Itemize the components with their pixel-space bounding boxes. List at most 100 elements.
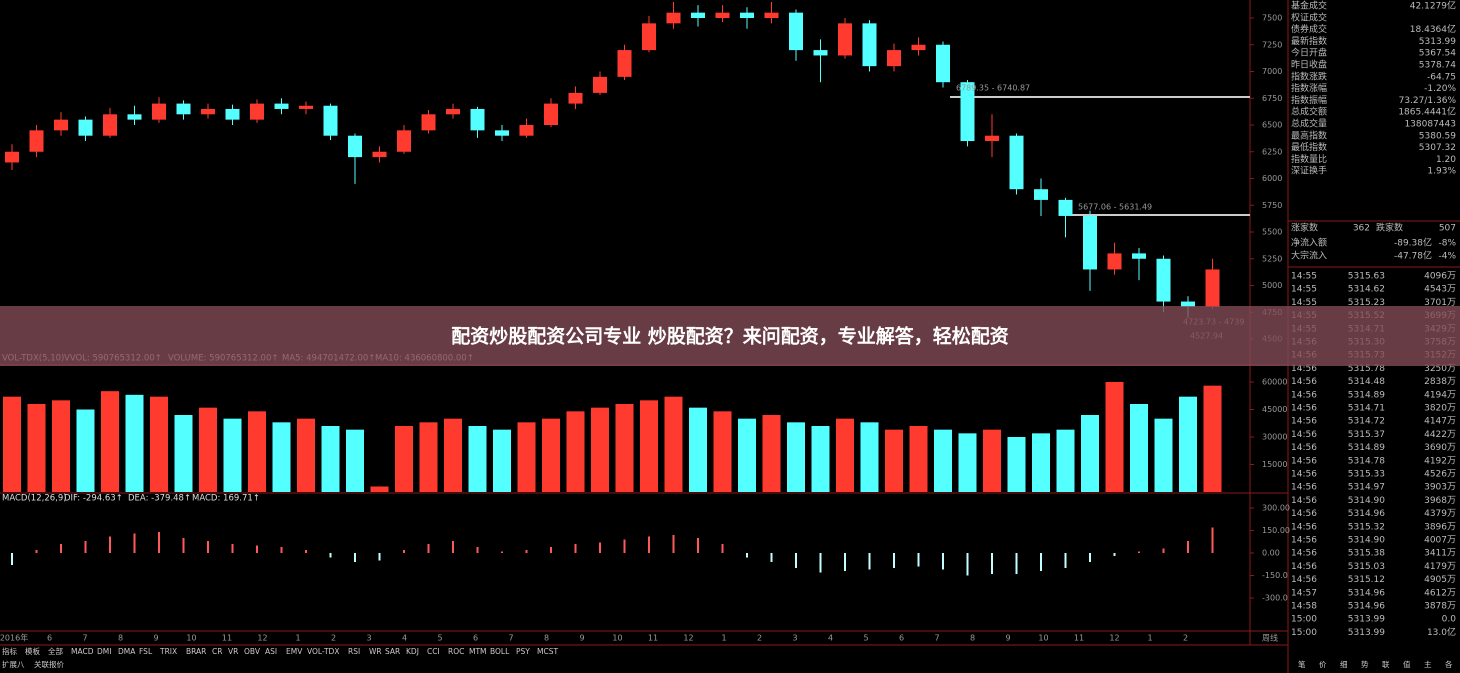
tick-price: 5315.23 <box>1348 298 1385 308</box>
candle-body <box>446 108 460 115</box>
candle-body <box>642 23 656 51</box>
side-tab[interactable]: 价 <box>1319 660 1327 669</box>
tick-price: 5314.90 <box>1348 496 1385 506</box>
candle-body <box>813 50 828 56</box>
candle-body <box>323 105 338 136</box>
stat-label: 指数涨跌 <box>1291 70 1327 82</box>
tick-volume: 4422万 <box>1424 430 1456 440</box>
indicator-tab[interactable]: 模板 <box>25 646 40 656</box>
stat-value: 138087443 <box>1404 120 1456 130</box>
x-tick-label: 7 <box>82 634 87 643</box>
indicator-tab[interactable]: KDJ <box>406 647 419 656</box>
indicator-tab[interactable]: ASI <box>265 647 277 656</box>
x-tick-label: 2 <box>331 634 336 643</box>
tick-price: 5315.38 <box>1348 549 1385 559</box>
x-tick-label: 7 <box>508 634 513 643</box>
indicator-tab[interactable]: TRIX <box>159 647 177 656</box>
tick-time: 14:56 <box>1291 364 1317 374</box>
candle-body <box>225 108 240 120</box>
candle-body <box>568 92 583 104</box>
indicator-tab[interactable]: OBV <box>244 647 261 656</box>
volume-bar <box>1203 385 1222 492</box>
indicator-tab[interactable]: MACD <box>71 647 94 656</box>
tick-volume: 0.0 <box>1442 615 1457 625</box>
candle-body <box>29 130 44 152</box>
y-tick-label: 30000 <box>1262 433 1287 442</box>
indicator-tab[interactable]: BOLL <box>490 647 510 656</box>
indicator-tab[interactable]: DMA <box>118 647 136 656</box>
volume-bar <box>174 415 193 492</box>
stat-value: 5380.59 <box>1419 131 1456 141</box>
tick-price: 5313.99 <box>1348 615 1385 625</box>
volume-bar <box>101 391 119 492</box>
volume-bar <box>615 404 634 492</box>
volume-bar <box>199 407 217 492</box>
candle-body <box>936 44 950 83</box>
y-tick-label: 45000 <box>1262 405 1287 414</box>
volume-bar <box>860 422 879 492</box>
tick-volume: 4905万 <box>1424 575 1456 585</box>
indicator-tab[interactable]: FSL <box>139 647 153 656</box>
side-tab[interactable]: 势 <box>1361 659 1369 669</box>
indicator-tab[interactable]: DMI <box>97 647 111 656</box>
candle-body <box>764 12 779 18</box>
y-tick-label: 6500 <box>1262 121 1282 130</box>
indicator-tab[interactable]: BRAR <box>186 647 206 656</box>
side-tab[interactable]: 联 <box>1382 660 1390 669</box>
candle-body <box>250 103 264 120</box>
x-tick-label: 8 <box>970 634 975 643</box>
x-tick-label: 1 <box>721 634 726 643</box>
x-tick-label: 2 <box>1183 634 1188 643</box>
x-tick-label: 1 <box>1147 634 1152 643</box>
indicator-tab[interactable]: VR <box>228 647 238 656</box>
indicator-tab[interactable]: PSY <box>516 647 530 656</box>
y-tick-label: 6750 <box>1262 94 1282 103</box>
x-tick-label: 3 <box>366 634 371 643</box>
volume-bar <box>713 411 732 492</box>
indicator-tab[interactable]: WR <box>369 647 382 656</box>
volume-bar <box>297 418 315 492</box>
indicator-tab[interactable]: MCST <box>537 647 558 656</box>
x-tick-label: 5 <box>863 634 868 643</box>
bottom-tab[interactable]: 扩展八 <box>2 659 25 669</box>
tick-time: 14:56 <box>1291 496 1317 506</box>
y-tick-label: 7250 <box>1262 40 1282 49</box>
candle-body <box>78 119 93 136</box>
indicator-tab[interactable]: 全部 <box>48 646 63 656</box>
indicator-tab[interactable]: EMV <box>286 647 303 656</box>
candle-body <box>985 135 999 142</box>
indicator-tab[interactable]: MTM <box>469 647 487 656</box>
stat-value: 5367.54 <box>1419 49 1456 59</box>
side-tab[interactable]: 值 <box>1403 659 1411 669</box>
candle-body <box>495 130 509 136</box>
side-tab[interactable]: 笔 <box>1298 659 1306 669</box>
indicator-tab[interactable]: 指标 <box>2 646 17 656</box>
tick-price: 5314.90 <box>1348 536 1385 546</box>
tick-price: 5314.48 <box>1348 377 1385 387</box>
volume-bar <box>885 429 903 492</box>
volume-bar <box>27 404 46 492</box>
side-tab[interactable]: 各 <box>1445 659 1453 669</box>
indicator-tab[interactable]: CR <box>212 647 222 656</box>
side-tab[interactable]: 细 <box>1340 659 1348 669</box>
tick-time: 14:55 <box>1291 298 1317 308</box>
candle-body <box>1009 135 1024 190</box>
candle-body <box>1107 253 1122 270</box>
side-tab[interactable]: 主 <box>1424 659 1432 669</box>
indicator-tab[interactable]: RSI <box>348 647 360 656</box>
tick-time: 14:56 <box>1291 443 1317 453</box>
x-tick-label: 6 <box>47 634 52 643</box>
candle-body <box>1058 199 1073 216</box>
price-panel <box>5 1 1220 318</box>
indicator-tab[interactable]: VOL-TDX <box>307 647 339 656</box>
bottom-tab[interactable]: 关联报价 <box>34 659 64 669</box>
candle-body <box>103 114 117 136</box>
tick-time: 14:56 <box>1291 430 1317 440</box>
candle-body <box>887 50 901 67</box>
volume-bar <box>125 394 144 492</box>
indicator-tab[interactable]: SAR <box>385 647 400 656</box>
candle-body <box>372 151 387 158</box>
indicator-tab[interactable]: CCI <box>427 647 440 656</box>
volume-bar <box>591 407 609 492</box>
indicator-tab[interactable]: ROC <box>448 647 464 656</box>
